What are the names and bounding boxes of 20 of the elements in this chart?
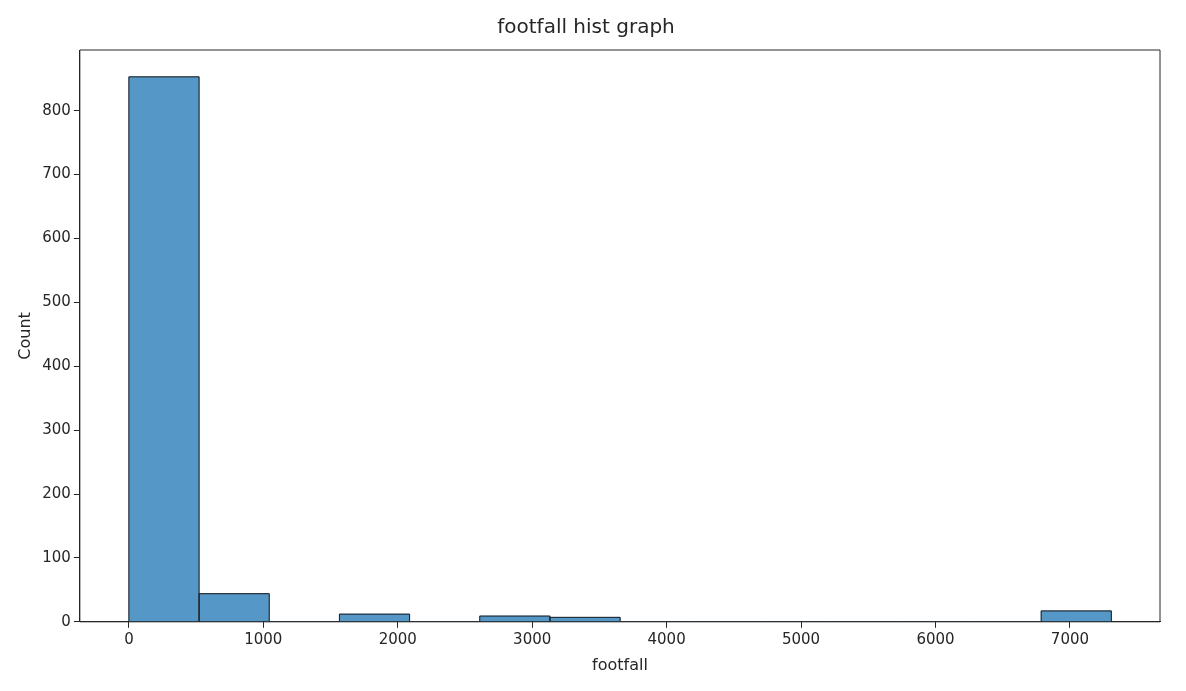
x-tick-label: 4000 xyxy=(647,629,686,648)
y-tick-label: 300 xyxy=(42,420,71,439)
y-tick-label: 400 xyxy=(42,356,71,375)
x-tick-label: 1000 xyxy=(244,629,283,648)
y-tick-label: 0 xyxy=(61,611,71,630)
y-tick-label: 200 xyxy=(42,483,71,502)
x-tick-label: 6000 xyxy=(916,629,955,648)
y-tick-label: 600 xyxy=(42,228,71,247)
x-tick-label: 7000 xyxy=(1050,629,1090,648)
x-tick-label: 0 xyxy=(124,629,134,648)
chart-title: footfall hist graph xyxy=(497,14,675,39)
y-tick-label: 700 xyxy=(42,164,71,183)
y-tick-label: 800 xyxy=(42,100,71,119)
x-tick-label: 5000 xyxy=(781,629,821,648)
x-tick-label: 2000 xyxy=(378,629,417,648)
x-tick-label: 3000 xyxy=(513,629,552,648)
y-tick-label: 100 xyxy=(42,547,71,566)
y-tick-label: 500 xyxy=(42,292,71,311)
y-axis-title: Count xyxy=(14,312,34,360)
x-axis-title: footfall xyxy=(592,654,648,674)
